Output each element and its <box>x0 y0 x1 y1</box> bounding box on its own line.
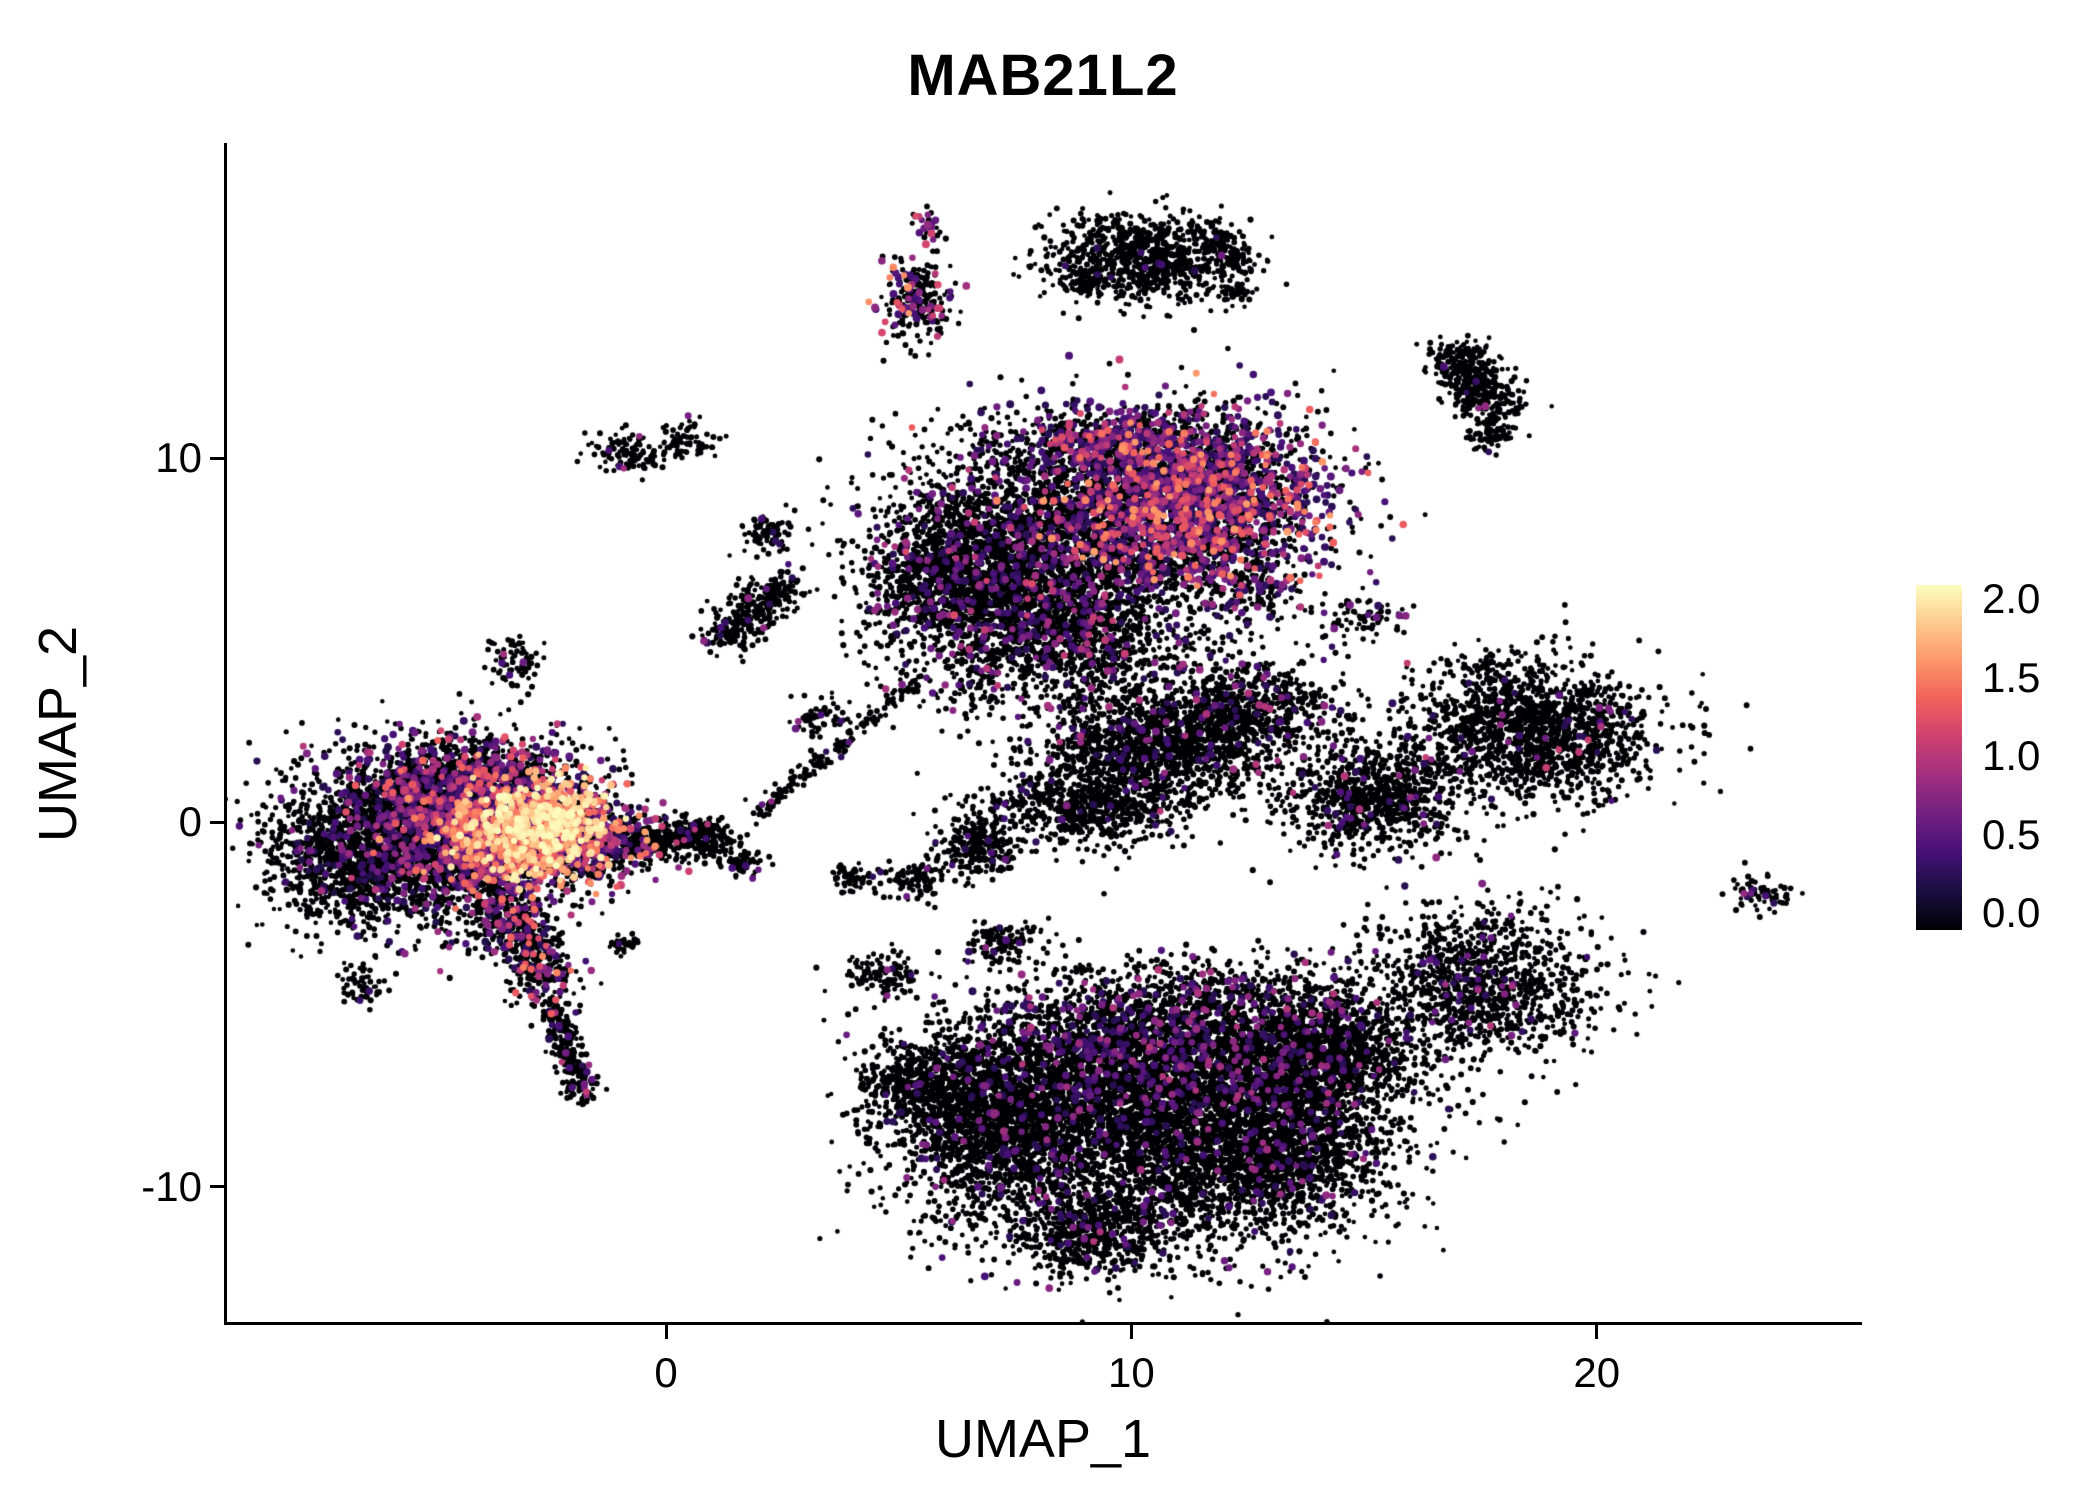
y-axis-tick <box>210 456 224 460</box>
x-axis-tick <box>1129 1325 1133 1339</box>
colorbar-tick-label: 2.0 <box>1982 575 2041 622</box>
y-axis-tick-label: 10 <box>155 434 202 482</box>
scatter-canvas <box>227 143 1865 1325</box>
y-axis-tick-label: 0 <box>178 798 202 846</box>
y-axis-tick-label: -10 <box>141 1162 202 1210</box>
x-axis-tick <box>664 1325 668 1339</box>
x-axis-tick <box>1595 1325 1599 1339</box>
x-axis-tick-label: 20 <box>1573 1349 1621 1396</box>
x-axis-title: UMAP_1 <box>934 1409 1152 1469</box>
colorbar-tick-label: 0.5 <box>1982 810 2041 858</box>
chart-title: MAB21L2 <box>907 43 1179 108</box>
colorbar-tick-label: 1.5 <box>1982 653 2041 701</box>
colorbar-gradient <box>1916 585 1962 930</box>
y-axis-tick <box>210 820 224 824</box>
colorbar-tick-label: 0.0 <box>1982 889 2041 936</box>
colorbar-tick-label: 1.0 <box>1982 732 2041 779</box>
x-axis-tick-label: 10 <box>1108 1349 1155 1396</box>
plot-panel <box>224 143 1865 1325</box>
x-axis-tick-label: 0 <box>654 1349 678 1396</box>
y-axis-tick <box>210 1185 224 1189</box>
